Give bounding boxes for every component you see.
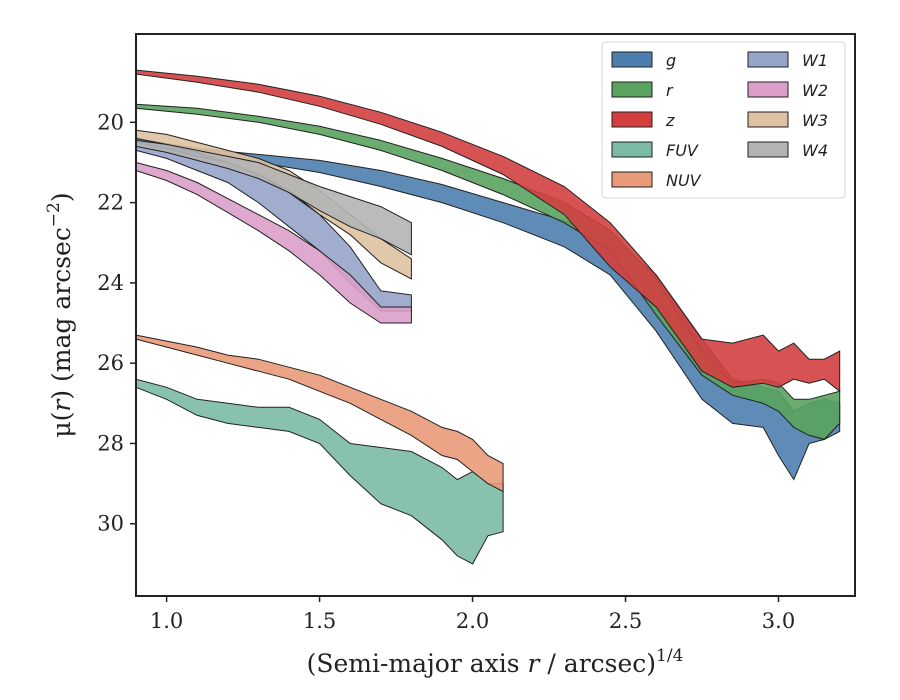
legend-swatch-nuv xyxy=(611,171,653,188)
band-w2 xyxy=(135,161,412,324)
x-axis-ticks: 1.0 1.5 2.0 2.5 3.0 xyxy=(150,596,795,633)
legend-swatch-w1 xyxy=(747,51,789,68)
legend-swatch-w4 xyxy=(747,141,789,158)
legend-frame xyxy=(601,41,846,199)
legend-label-fuv: FUV xyxy=(666,141,699,160)
legend-swatch-fuv xyxy=(611,141,653,158)
legend-swatch-r xyxy=(611,81,653,98)
y-tick-label: 28 xyxy=(97,431,124,455)
y-tick-label: 26 xyxy=(97,351,124,375)
legend-label-nuv: NUV xyxy=(666,171,702,190)
band-z xyxy=(135,69,841,393)
profile-bands xyxy=(135,69,841,565)
band-fuv xyxy=(135,378,504,565)
y-axis-ticks: 20 22 24 26 28 30 xyxy=(97,110,136,536)
legend-swatch-w3 xyxy=(747,111,789,128)
band-w4 xyxy=(135,139,412,256)
legend-label-r: r xyxy=(666,81,674,100)
plot-frame xyxy=(135,33,856,597)
y-tick-label: 24 xyxy=(97,271,124,295)
band-nuv xyxy=(135,334,504,493)
legend-swatch-g xyxy=(611,51,653,68)
band-r xyxy=(135,103,841,440)
legend-label-w4: W4 xyxy=(802,141,828,160)
y-axis-title: μ(r) (mag arcsec−2) xyxy=(44,192,76,437)
legend-label-z: z xyxy=(665,111,675,130)
x-tick-label: 2.0 xyxy=(456,609,489,633)
band-g xyxy=(135,137,841,481)
legend-label-w2: W2 xyxy=(802,81,828,100)
x-tick-label: 3.0 xyxy=(762,609,795,633)
y-tick-label: 22 xyxy=(97,191,124,215)
y-tick-label: 30 xyxy=(97,512,124,536)
legend-swatch-z xyxy=(611,111,653,128)
x-tick-label: 2.5 xyxy=(609,609,642,633)
legend-swatch-w2 xyxy=(747,81,789,98)
legend-label-w3: W3 xyxy=(802,111,828,130)
legend: grz FUV NUV W1 W2 W3 W4 xyxy=(601,41,846,199)
x-tick-label: 1.5 xyxy=(303,609,336,633)
legend-label-g: g xyxy=(666,51,676,70)
y-tick-label: 20 xyxy=(97,110,124,134)
x-axis-title: (Semi-major axis r / arcsec)1/4 xyxy=(307,646,684,678)
legend-label-w1: W1 xyxy=(802,51,828,70)
x-tick-label: 1.0 xyxy=(150,609,183,633)
